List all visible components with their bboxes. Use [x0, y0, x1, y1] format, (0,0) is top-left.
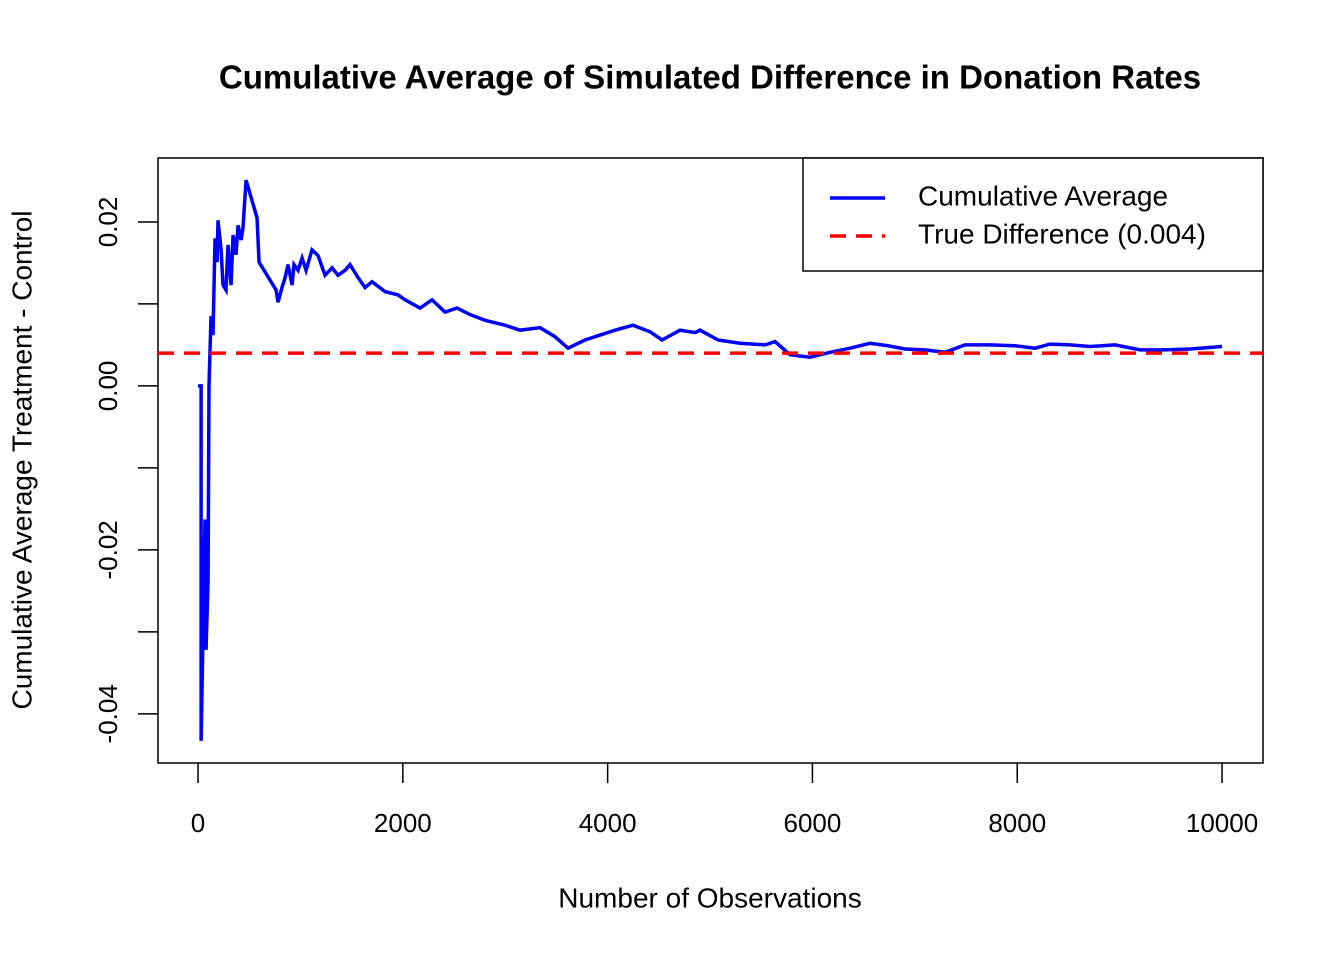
- legend-label: Cumulative Average: [918, 180, 1168, 211]
- series-line: [198, 179, 1223, 741]
- x-tick-label: 4000: [579, 808, 637, 838]
- y-tick-label: 0.00: [93, 361, 123, 412]
- x-tick-label: 0: [191, 808, 205, 838]
- x-tick-label: 2000: [374, 808, 432, 838]
- y-tick-label: -0.02: [93, 520, 123, 579]
- x-tick-label: 10000: [1186, 808, 1258, 838]
- x-tick-label: 6000: [784, 808, 842, 838]
- y-axis-label: Cumulative Average Treatment - Control: [6, 210, 37, 709]
- plot-frame: [157, 157, 1264, 764]
- y-tick-label: 0.02: [93, 197, 123, 248]
- chart-title: Cumulative Average of Simulated Differen…: [219, 59, 1201, 96]
- legend-label: True Difference (0.004): [918, 218, 1206, 249]
- x-axis-label: Number of Observations: [558, 882, 861, 913]
- y-tick-label: -0.04: [93, 684, 123, 743]
- x-tick-label: 8000: [988, 808, 1046, 838]
- legend-box: [802, 157, 1264, 272]
